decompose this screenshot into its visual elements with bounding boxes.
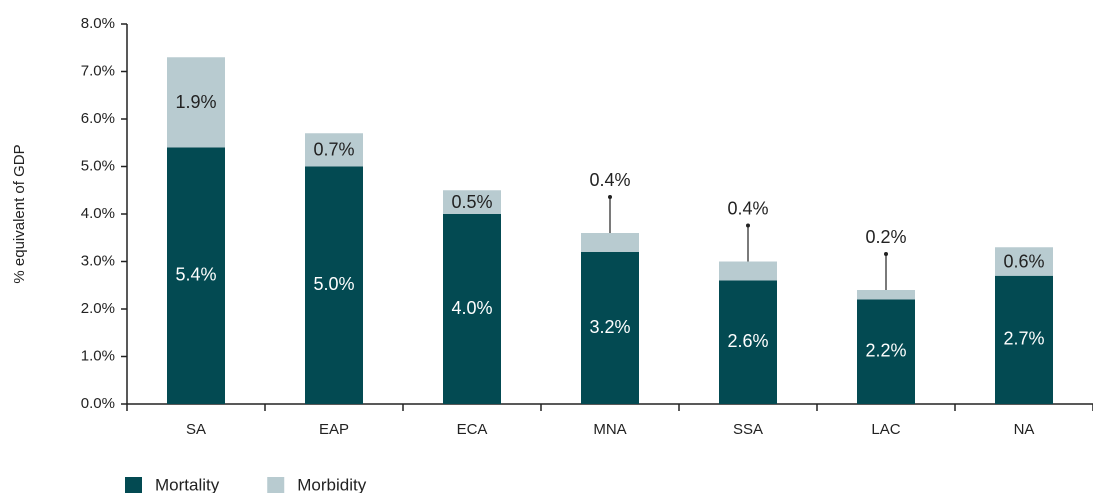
leader-dot [884, 252, 888, 256]
legend-swatch [125, 477, 142, 493]
bar-segment [719, 261, 777, 281]
value-label: 5.0% [313, 274, 354, 294]
bar-segment [305, 166, 363, 404]
legend-swatch [267, 477, 285, 493]
bar-segment [443, 214, 501, 404]
value-label: 0.4% [589, 170, 630, 190]
bar-segment [581, 233, 639, 252]
x-tick-label: SA [186, 421, 206, 438]
bar-segment [443, 190, 501, 214]
y-tick-label: 6.0% [81, 110, 115, 127]
value-label: 0.6% [1003, 251, 1044, 271]
x-tick-label: EAP [319, 421, 349, 438]
value-label: 2.2% [865, 341, 906, 361]
value-label: 4.0% [451, 298, 492, 318]
x-tick-label: LAC [871, 421, 900, 438]
y-axis-label: % equivalent of GDP [11, 144, 28, 283]
value-label: 3.2% [589, 317, 630, 337]
bar-segment [581, 252, 639, 404]
y-tick-label: 4.0% [81, 205, 115, 222]
y-tick-label: 8.0% [81, 15, 115, 32]
value-label: 2.6% [727, 331, 768, 351]
x-tick-label: MNA [593, 421, 626, 438]
x-tick-label: NA [1014, 421, 1035, 438]
value-label: 2.7% [1003, 329, 1044, 349]
y-tick-label: 2.0% [81, 300, 115, 317]
value-label: 1.9% [175, 92, 216, 112]
legend-label: Morbidity [297, 475, 366, 493]
legend-label: Mortality [155, 475, 220, 493]
value-label: 0.5% [451, 192, 492, 212]
bar-segment [857, 299, 915, 404]
x-tick-label: ECA [457, 421, 488, 438]
value-label: 0.4% [727, 198, 768, 218]
value-label: 5.4% [175, 265, 216, 285]
bar-segment [167, 57, 225, 148]
bar-segment [719, 280, 777, 404]
bar-segment [995, 247, 1053, 276]
value-label: 0.7% [313, 140, 354, 160]
leader-dot [608, 195, 612, 199]
y-tick-label: 1.0% [81, 347, 115, 364]
y-tick-label: 3.0% [81, 252, 115, 269]
value-label: 0.2% [865, 227, 906, 247]
bar-segment [305, 133, 363, 167]
bar-segment [167, 147, 225, 404]
leader-dot [746, 223, 750, 228]
bar-segment [857, 290, 915, 300]
y-tick-label: 0.0% [81, 395, 115, 412]
y-tick-label: 7.0% [81, 62, 115, 79]
y-tick-label: 5.0% [81, 157, 115, 174]
bar-segment [995, 275, 1053, 404]
x-tick-label: SSA [733, 421, 763, 438]
